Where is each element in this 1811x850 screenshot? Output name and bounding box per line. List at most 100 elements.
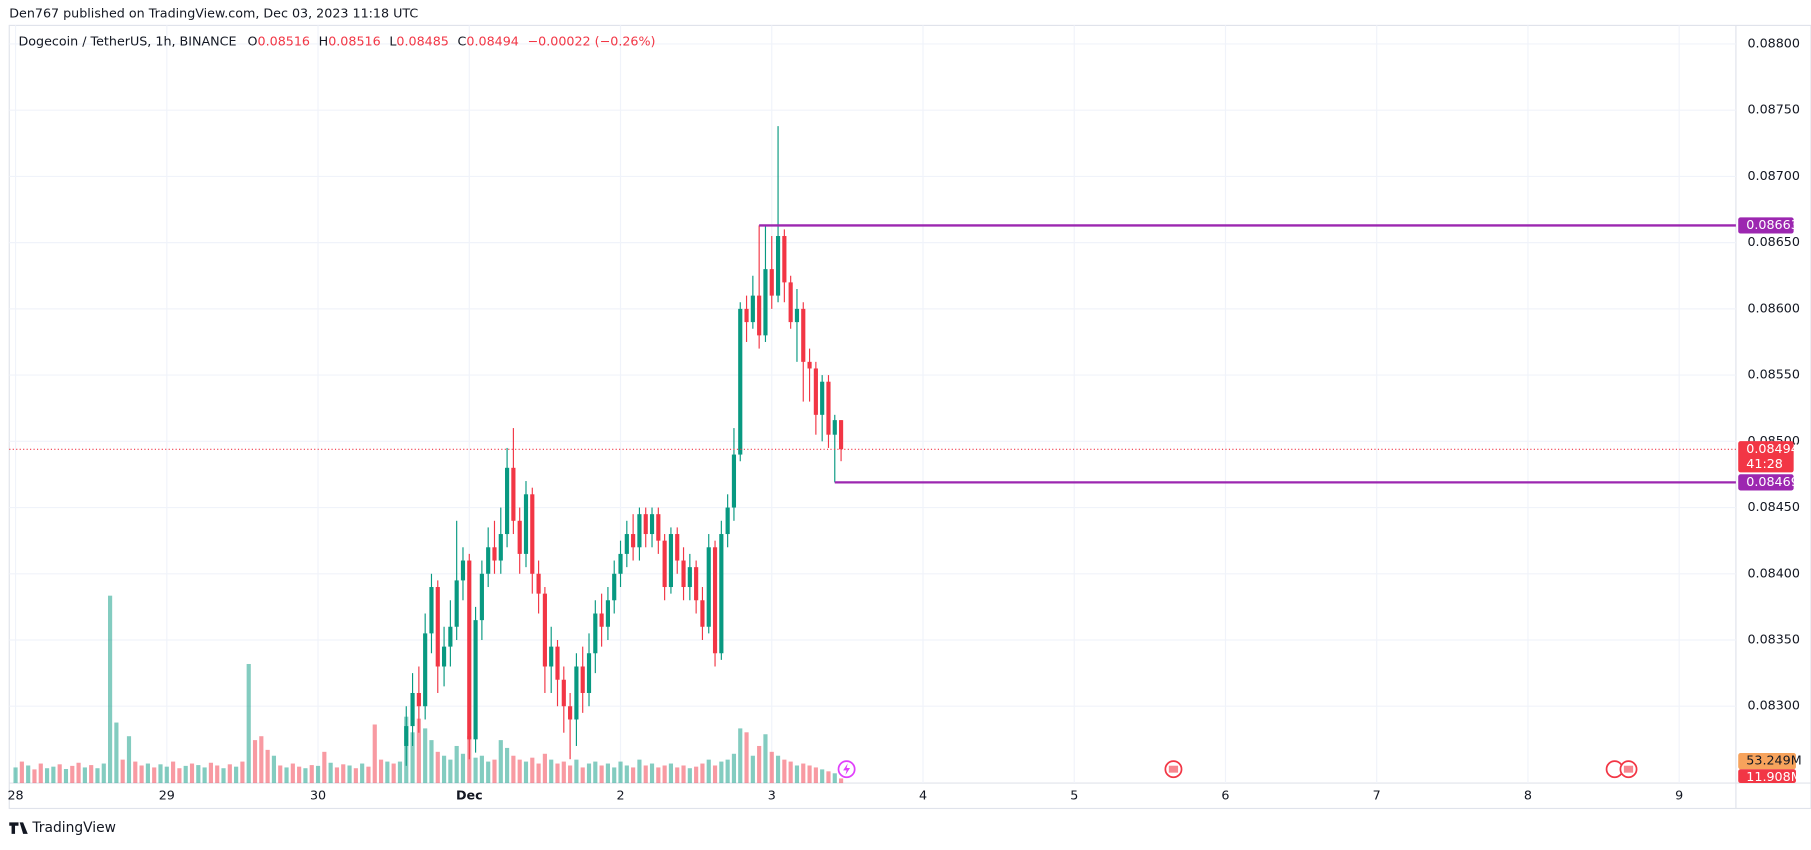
ohlc-label: C <box>458 33 467 48</box>
volume-bar <box>769 751 774 784</box>
volume-bar <box>145 763 150 784</box>
candle-body <box>580 666 585 693</box>
volume-bar <box>133 761 138 784</box>
candle-body <box>744 308 749 323</box>
volume-bar <box>555 763 560 784</box>
volume-bar <box>70 765 75 784</box>
volume-bar <box>435 751 440 784</box>
volume-bar <box>782 759 787 784</box>
volume-bar <box>794 765 800 784</box>
candle-body <box>769 269 774 296</box>
volume-bar <box>763 734 768 784</box>
y-tick-label: 0.08700 <box>1747 168 1799 183</box>
x-tick-label: 7 <box>1373 787 1381 802</box>
lightning-glyph <box>843 763 851 775</box>
volume-bar <box>511 755 516 784</box>
last-price-box <box>1738 441 1794 473</box>
volume-bar <box>788 761 793 784</box>
volume-bar <box>366 766 371 784</box>
y-tick-label: 0.08400 <box>1747 565 1799 580</box>
candle-body <box>441 646 447 667</box>
volume-bar <box>126 736 132 784</box>
volume-bar <box>347 765 352 784</box>
volume-bar <box>712 765 718 784</box>
footer-logo: TradingView <box>31 820 116 836</box>
volume-bar <box>101 763 106 784</box>
volume-bar <box>303 768 308 784</box>
volume-bar <box>26 765 31 784</box>
volume-bar <box>448 759 453 784</box>
candle-body <box>618 553 623 574</box>
volume-bar <box>618 761 623 784</box>
candle-body <box>681 560 686 588</box>
volume-bar <box>536 763 541 784</box>
candle-body <box>794 308 800 323</box>
volume-bar <box>177 768 182 784</box>
volume-bar <box>429 740 434 784</box>
volume-bar <box>221 768 226 784</box>
candle-body <box>605 600 610 627</box>
y-tick-label: 0.08450 <box>1747 499 1799 514</box>
last-price-label: 0.08494 <box>1746 441 1798 456</box>
candle-body <box>549 646 554 667</box>
volume-bar <box>139 765 144 784</box>
candle-body <box>542 593 547 667</box>
candle-body <box>775 236 781 296</box>
volume-bar <box>183 765 188 784</box>
volume-bar <box>152 767 157 784</box>
volume-bar <box>643 765 648 784</box>
volume-bar <box>744 732 749 784</box>
volume-bar <box>108 595 113 784</box>
candle-body <box>656 514 661 541</box>
candle-body <box>813 368 818 415</box>
volume-bar <box>549 759 554 784</box>
volume-bar <box>259 736 264 784</box>
x-tick-label: 29 <box>159 787 175 802</box>
volume-bar <box>202 767 207 784</box>
candle-body <box>687 567 692 588</box>
volume-bar <box>51 766 56 784</box>
volume-bar <box>681 765 686 784</box>
volume-bar <box>391 763 396 784</box>
volume-bar <box>328 762 333 784</box>
volume-bar <box>605 763 610 784</box>
candle-body <box>586 653 592 693</box>
volume-bar <box>38 763 43 784</box>
volume-bar <box>120 759 125 784</box>
volume-bar <box>82 767 87 784</box>
candle-body <box>649 514 655 535</box>
volume-bar <box>826 771 831 784</box>
candle-body <box>523 494 529 554</box>
volume-bar <box>700 763 705 784</box>
volume-bar <box>63 769 69 784</box>
y-tick-label: 0.08800 <box>1747 35 1799 50</box>
legend: Dogecoin / TetherUS, 1h, BINANCE O0.0851… <box>18 33 655 48</box>
volume-bar <box>372 724 377 784</box>
volume-bar <box>750 755 755 784</box>
y-tick-label: 0.08650 <box>1747 234 1799 249</box>
volume-bar <box>694 766 699 784</box>
y-tick-label: 0.08750 <box>1747 102 1799 117</box>
candle-body <box>568 706 573 720</box>
volume-bar <box>196 765 201 784</box>
volume-bar <box>807 765 812 784</box>
volume-label: 11.908M <box>1746 769 1801 784</box>
candle-body <box>832 420 837 435</box>
volume-bar <box>423 728 428 784</box>
volume-bar <box>385 761 390 784</box>
volume-bar <box>353 768 358 784</box>
candle-body <box>750 295 755 323</box>
volume-bar <box>498 740 503 784</box>
candle-body <box>536 573 541 594</box>
candle-body <box>782 236 787 283</box>
volume-ma-label: 53.249M <box>1746 753 1801 768</box>
volume-bar <box>631 767 636 784</box>
volume-bar <box>492 759 497 784</box>
candle-body <box>788 282 793 323</box>
volume-bar <box>441 755 447 784</box>
volume-bar <box>278 765 283 784</box>
candle-body <box>498 534 503 561</box>
candle-body <box>801 308 806 362</box>
candle-body <box>820 381 825 415</box>
